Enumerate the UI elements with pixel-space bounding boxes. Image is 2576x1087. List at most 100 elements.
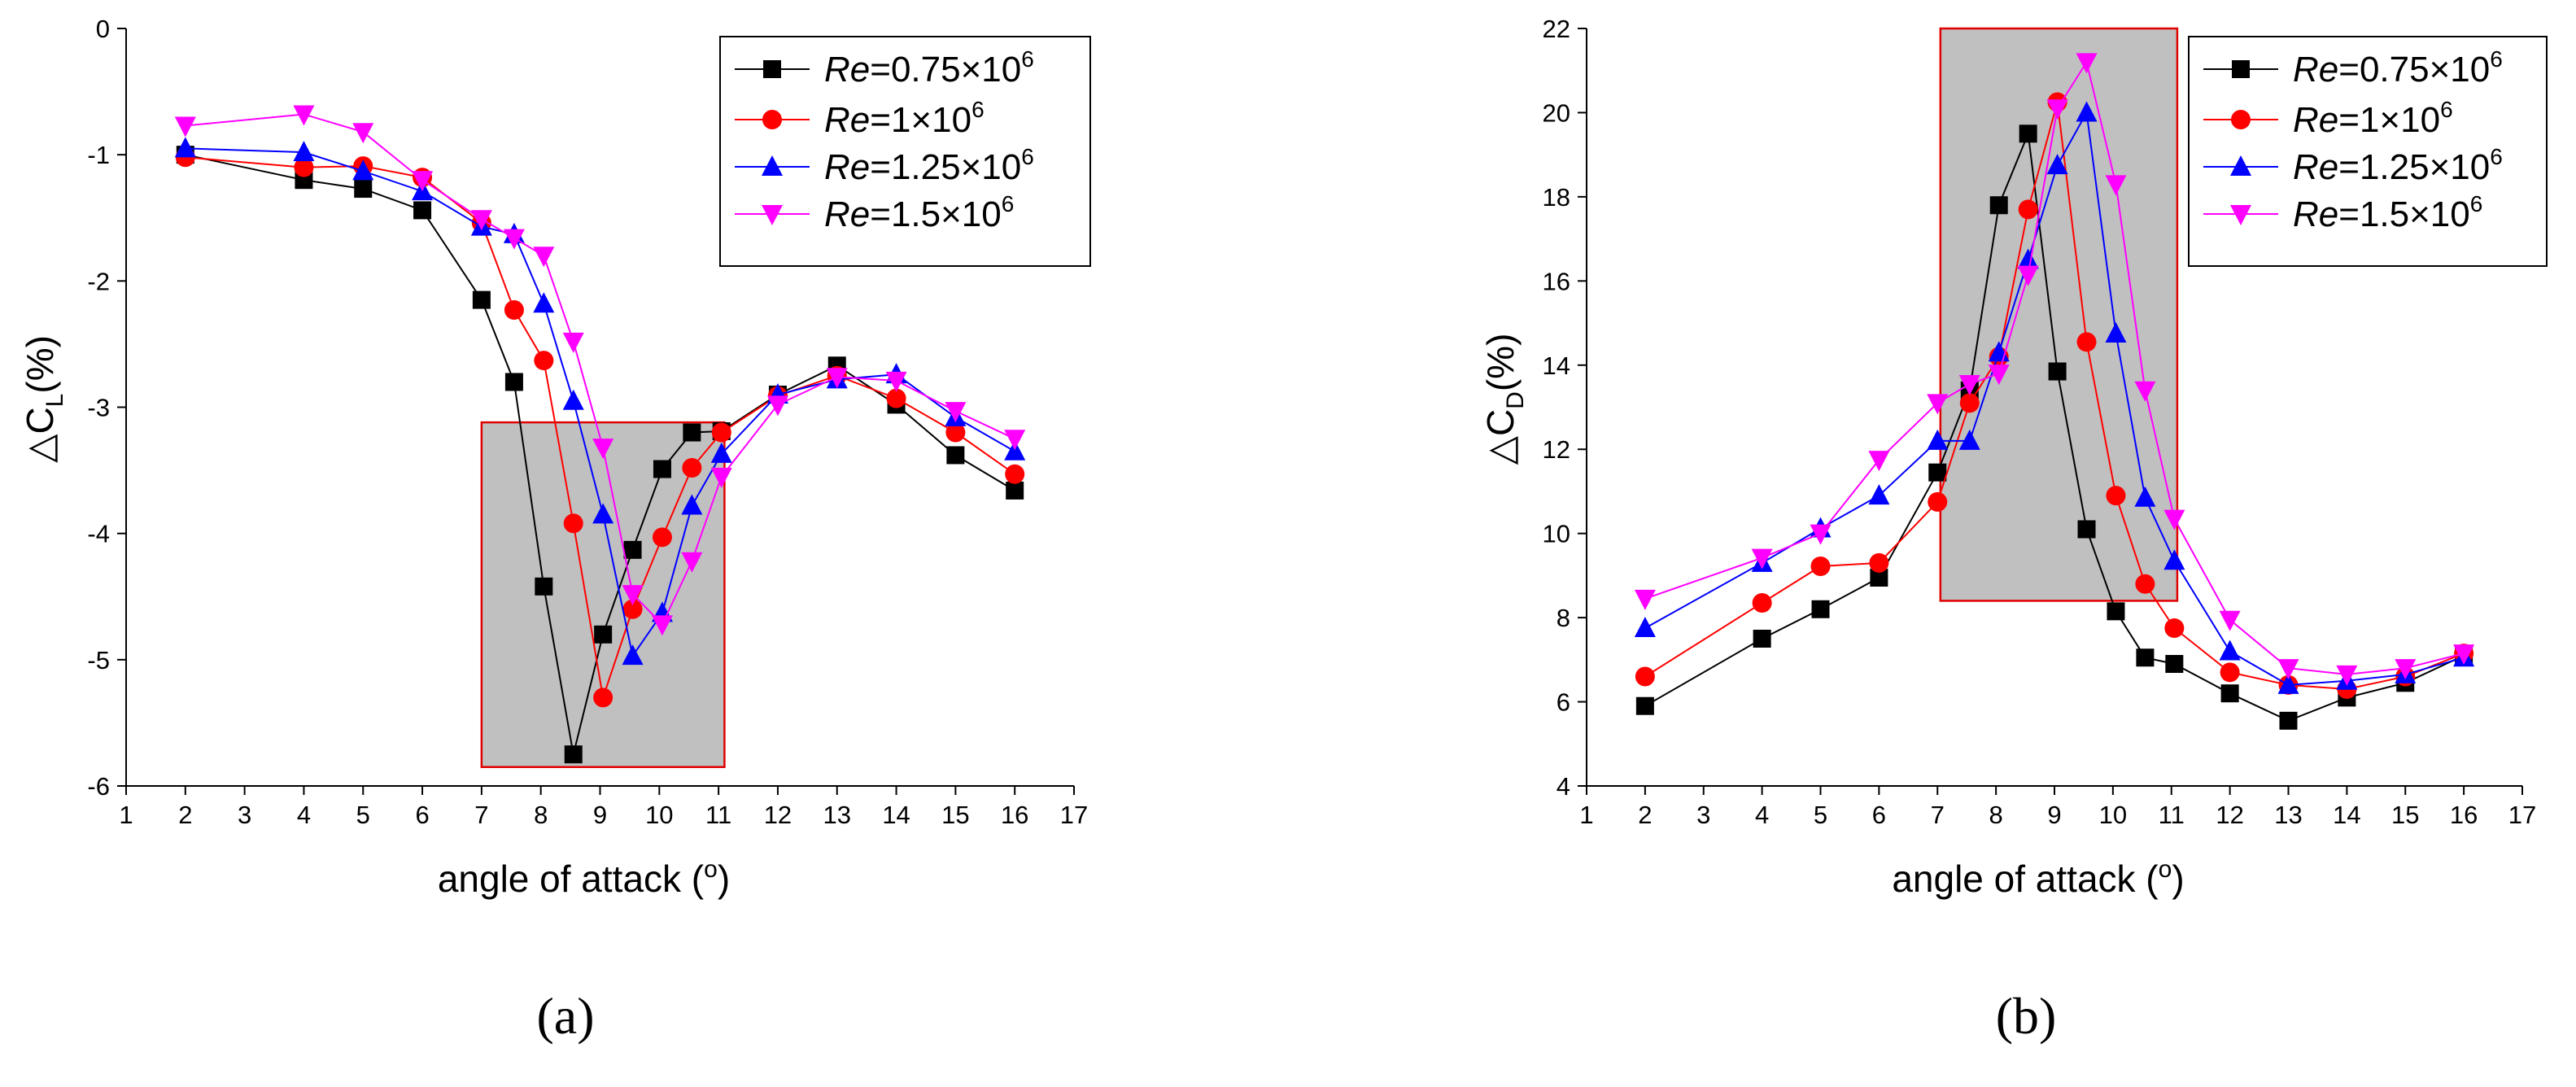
panel-a-y-tick-label: -1 bbox=[87, 141, 110, 169]
panel-b-x-tick-label: 3 bbox=[1696, 801, 1710, 829]
panel-b-data-point bbox=[2279, 711, 2298, 730]
panel-b-legend-value: =1.5×10 bbox=[2338, 194, 2470, 234]
panel-a-data-point bbox=[592, 503, 614, 524]
panel-b-legend-exponent: 6 bbox=[2490, 46, 2503, 72]
panel-b-x-tick-label: 7 bbox=[1931, 801, 1945, 829]
panel-b-x-tick-label: 14 bbox=[2333, 801, 2360, 829]
panel-b-legend-exponent: 6 bbox=[2470, 191, 2483, 216]
panel-b-data-point bbox=[2220, 684, 2239, 703]
panel-a-data-point bbox=[622, 644, 644, 666]
panel-a-x-tick-label: 11 bbox=[705, 801, 731, 829]
panel-a-series-line bbox=[185, 147, 1015, 658]
panel-a-y-tick-label: -2 bbox=[87, 267, 110, 295]
panel-b-legend-label: Re=1×106 bbox=[2293, 97, 2453, 140]
panel-a-x-tick-label: 14 bbox=[882, 801, 910, 829]
panel-b-series-line bbox=[1644, 59, 2465, 675]
panel-b-data-point bbox=[2076, 53, 2098, 74]
panel-a-legend-box bbox=[719, 36, 1091, 267]
panel-a-data-point bbox=[623, 540, 642, 559]
panel-a-data-point bbox=[293, 105, 315, 126]
panel-a-data-point bbox=[683, 423, 701, 442]
panel-a-data-point bbox=[682, 457, 702, 478]
panel-a-data-point bbox=[174, 137, 196, 158]
panel-a-legend-value: =0.75×10 bbox=[870, 50, 1021, 89]
panel-b-data-point bbox=[2107, 602, 2125, 621]
panel-b-x-tick-label: 17 bbox=[2508, 801, 2536, 829]
panel-a-data-point bbox=[174, 116, 196, 138]
panel-a-x-tick-label: 8 bbox=[534, 801, 548, 829]
panel-a-legend-re: Re bbox=[824, 50, 870, 89]
panel-b-x-axis-label: angle of attack (o) bbox=[1892, 856, 2184, 900]
panel-b-y-tick-label: 18 bbox=[1543, 183, 1570, 212]
panel-a-data-point bbox=[681, 552, 703, 573]
panel-a-legend-value: =1×10 bbox=[870, 100, 971, 140]
panel-a-data-point bbox=[564, 745, 583, 764]
panel-a-legend-marker bbox=[762, 205, 783, 225]
panel-a-data-point bbox=[652, 527, 672, 548]
panel-a-data-point bbox=[412, 171, 434, 192]
panel-b-legend-marker bbox=[2230, 205, 2251, 225]
panel-a-y-tick-label: -3 bbox=[87, 394, 110, 422]
panel-b-x-axis-label-degree: o bbox=[2159, 856, 2172, 883]
panel-a-x-axis-label-close: ) bbox=[718, 858, 730, 900]
panel-a-data-point bbox=[886, 388, 906, 408]
panel-b-y-axis-label: △CD(%) bbox=[1479, 334, 1529, 465]
panel-a-x-tick-label: 3 bbox=[238, 801, 251, 829]
panel-a-data-point bbox=[472, 290, 491, 309]
panel-b-x-tick-label: 5 bbox=[1814, 801, 1827, 829]
panel-a-data-point bbox=[535, 577, 553, 596]
panel-a-data-point bbox=[504, 300, 524, 321]
panel-a-data-point bbox=[653, 460, 671, 478]
panel-b-x-axis-label-main: angle of attack ( bbox=[1892, 858, 2159, 900]
panel-a-lift-chart: 1 2 3 4 5 6 7 8 9 10 11 12 13 14 15 16 17-6-5-4-3-2-10an… bbox=[19, 15, 1091, 1045]
panel-a-x-tick-label: 6 bbox=[415, 801, 429, 829]
panel-a-legend-exponent: 6 bbox=[1021, 46, 1034, 72]
panel-a-data-point bbox=[946, 446, 965, 465]
panel-b-data-point bbox=[2048, 362, 2067, 381]
panel-a-data-point bbox=[413, 201, 432, 220]
panel-a-data-point bbox=[562, 332, 584, 353]
panel-b-y-tick-label: 16 bbox=[1543, 267, 1570, 295]
panel-b-legend-re: Re bbox=[2293, 194, 2338, 234]
panel-b-legend-re: Re bbox=[2293, 100, 2338, 140]
panel-b-y-tick-label: 14 bbox=[1543, 351, 1570, 380]
panel-b-x-tick-label: 6 bbox=[1872, 801, 1886, 829]
panel-b-data-point bbox=[1635, 666, 1655, 687]
panel-a-data-point bbox=[593, 688, 613, 708]
panel-b-data-point bbox=[1870, 568, 1888, 587]
panel-a-series-line bbox=[185, 154, 1015, 755]
panel-a-highlight-region bbox=[480, 421, 726, 768]
panel-a-data-point bbox=[945, 422, 966, 443]
panel-b-data-point bbox=[2336, 665, 2358, 686]
panel-b-data-point bbox=[1988, 365, 2010, 386]
panel-a-data-point bbox=[563, 513, 583, 534]
panel-a-data-point bbox=[592, 439, 614, 460]
panel-a-data-point bbox=[533, 292, 555, 313]
panel-a-data-point bbox=[1004, 439, 1026, 461]
panel-b-data-point bbox=[1928, 491, 1948, 512]
panel-a-legend-marker bbox=[762, 155, 783, 176]
panel-a-data-point bbox=[293, 141, 315, 162]
panel-b-data-point bbox=[1810, 557, 1831, 577]
panel-b-data-point bbox=[2134, 486, 2156, 507]
panel-a-y-axis-label-unit: (%) bbox=[19, 335, 61, 394]
panel-a-legend-re: Re bbox=[824, 147, 870, 187]
panel-b-data-point bbox=[1752, 593, 1772, 613]
panel-a-legend-label: Re=1.5×106 bbox=[824, 191, 1014, 234]
panel-b-x-tick-label: 16 bbox=[2450, 801, 2478, 829]
panel-b-data-point bbox=[2220, 662, 2240, 683]
panel-b-data-point bbox=[1958, 375, 1980, 396]
panel-a-data-point bbox=[885, 371, 907, 392]
panel-b-x-tick-label: 10 bbox=[2099, 801, 2127, 829]
panel-a-data-point bbox=[766, 395, 788, 417]
panel-b-y-axis-label-unit: (%) bbox=[1479, 334, 1522, 392]
panel-a-x-tick-label: 12 bbox=[764, 801, 792, 829]
panel-b-data-point bbox=[2076, 332, 2097, 352]
panel-b-data-point bbox=[2046, 154, 2068, 175]
panel-b-x-tick-label: 8 bbox=[1989, 801, 2003, 829]
panel-b-legend-label: Re=0.75×106 bbox=[2293, 46, 2503, 89]
panel-a-y-axis-label: △CL(%) bbox=[19, 335, 68, 463]
panel-a-data-point bbox=[354, 180, 373, 199]
panel-a-data-point bbox=[352, 159, 374, 181]
